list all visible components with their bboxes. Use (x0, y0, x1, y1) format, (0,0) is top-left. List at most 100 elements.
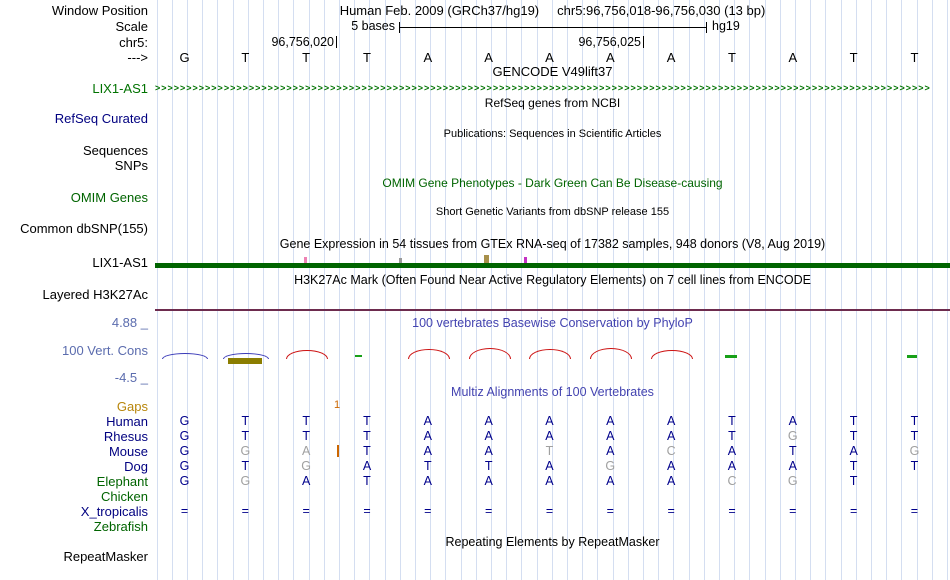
gridline (946, 0, 948, 580)
alignment-base: G (787, 429, 798, 443)
alignment-base: A (362, 459, 372, 473)
gtex-gene-label[interactable]: LIX1-AS1 (92, 255, 148, 270)
alignment-base: A (545, 459, 554, 473)
alignment-base: T (728, 429, 736, 443)
phylop-title[interactable]: 100 vertebrates Basewise Conservation by… (412, 316, 693, 330)
alignment-base: = (241, 504, 249, 518)
alignment-base: A (666, 414, 676, 428)
refseq-curated-label[interactable]: RefSeq Curated (54, 111, 148, 126)
alignment-base: T (545, 444, 554, 458)
species-label-mouse[interactable]: Mouse (108, 444, 148, 459)
gap-count-mark: 1 (333, 399, 341, 411)
gridline (460, 0, 462, 580)
sequences-track-label[interactable]: Sequences (82, 143, 148, 158)
gridline (293, 0, 295, 580)
alignment-base: T (363, 444, 371, 458)
assembly-short-label: hg19 (712, 19, 740, 33)
alignment-base: T (849, 429, 858, 443)
scale-bar (399, 27, 707, 28)
layered-h3k27ac-label[interactable]: Layered H3K27Ac (42, 287, 148, 302)
gridline (202, 0, 204, 580)
alignment-base: A (606, 414, 615, 428)
alignment-base: G (240, 444, 251, 458)
omim-genes-label[interactable]: OMIM Genes (70, 190, 148, 205)
phylop-track-label[interactable]: 100 Vert. Cons (62, 343, 148, 358)
scale-bar-left-tick (399, 22, 400, 33)
repeatmasker-label[interactable]: RepeatMasker (63, 549, 148, 564)
gridline (764, 0, 766, 580)
gridline (323, 0, 325, 580)
gridline (399, 0, 401, 580)
alignment-base: G (787, 474, 798, 488)
gaps-track-label[interactable]: Gaps (116, 399, 148, 414)
alignment-base: A (484, 474, 493, 488)
alignment-base: A (545, 414, 554, 428)
gridline (688, 0, 690, 580)
gridline (597, 0, 599, 580)
gridline (414, 0, 416, 580)
alignment-base: A (606, 444, 615, 458)
coordinate-label: 96,756,025 (578, 35, 641, 49)
gridline (354, 0, 356, 580)
coordinate-tick (336, 36, 337, 48)
refseq-title[interactable]: RefSeq genes from NCBI (484, 96, 621, 110)
base-letter: T (849, 50, 858, 65)
gtex-title[interactable]: Gene Expression in 54 tissues from GTEx … (279, 237, 826, 251)
alignment-base: = (728, 504, 736, 518)
publications-title[interactable]: Publications: Sequences in Scientific Ar… (443, 128, 662, 140)
scale-label: Scale (115, 19, 148, 34)
alignment-base: T (910, 459, 919, 473)
base-letter: T (727, 50, 736, 65)
alignment-base: G (605, 459, 616, 473)
insertion-tick (337, 445, 339, 457)
gridline (931, 0, 933, 580)
repeatmasker-title[interactable]: Repeating Elements by RepeatMasker (445, 535, 660, 549)
alignment-base: G (301, 459, 312, 473)
alignment-base: G (240, 474, 251, 488)
gtex-gene-bar[interactable] (155, 263, 950, 268)
alignment-base: T (910, 414, 919, 428)
gencode-title[interactable]: GENCODE V49lift37 (492, 64, 613, 79)
gridline (870, 0, 872, 580)
gridline (810, 0, 812, 580)
gridline (551, 0, 553, 580)
alignment-base: G (179, 414, 190, 428)
base-letter: A (605, 50, 615, 65)
gridline (369, 0, 371, 580)
omim-title[interactable]: OMIM Gene Phenotypes - Dark Green Can Be… (382, 176, 723, 190)
h3k27ac-title[interactable]: H3K27Ac Mark (Often Found Near Active Re… (294, 273, 811, 287)
species-label-zebrafish[interactable]: Zebrafish (93, 519, 148, 534)
snps-track-label[interactable]: SNPs (114, 158, 148, 173)
alignment-base: A (423, 429, 432, 443)
dbsnp-title[interactable]: Short Genetic Variants from dbSNP releas… (435, 206, 670, 218)
multiz-title[interactable]: Multiz Alignments of 100 Vertebrates (451, 385, 654, 399)
gridline (308, 0, 310, 580)
alignment-base: A (423, 474, 432, 488)
base-letter: T (910, 50, 919, 65)
species-label-dog[interactable]: Dog (124, 459, 148, 474)
base-letter: A (666, 50, 676, 65)
gridline (475, 0, 477, 580)
species-label-human[interactable]: Human (106, 414, 148, 429)
alignment-base: T (849, 474, 858, 488)
alignment-base: C (666, 444, 676, 458)
gridline (338, 0, 340, 580)
gtex-exon-tick (304, 257, 307, 263)
gridline (566, 0, 568, 580)
gridline (734, 0, 736, 580)
alignment-base: A (301, 474, 311, 488)
gridline (536, 0, 538, 580)
base-letter: T (241, 50, 250, 65)
gene-strand-arrow-line[interactable]: >>>>>>>>>>>>>>>>>>>>>>>>>>>>>>>>>>>>>>>>… (155, 83, 931, 93)
gencode-gene-label[interactable]: LIX1-AS1 (92, 81, 148, 96)
alignment-base: A (484, 444, 493, 458)
gridline (445, 0, 447, 580)
species-label-x_tropicalis[interactable]: X_tropicalis (80, 504, 148, 519)
alignment-base: T (302, 429, 310, 443)
common-dbsnp-label[interactable]: Common dbSNP(155) (20, 221, 148, 236)
species-label-chicken[interactable]: Chicken (101, 489, 148, 504)
species-label-rhesus[interactable]: Rhesus (103, 429, 148, 444)
species-label-elephant[interactable]: Elephant (96, 474, 148, 489)
alignment-base: = (545, 504, 554, 518)
gridline (247, 0, 249, 580)
